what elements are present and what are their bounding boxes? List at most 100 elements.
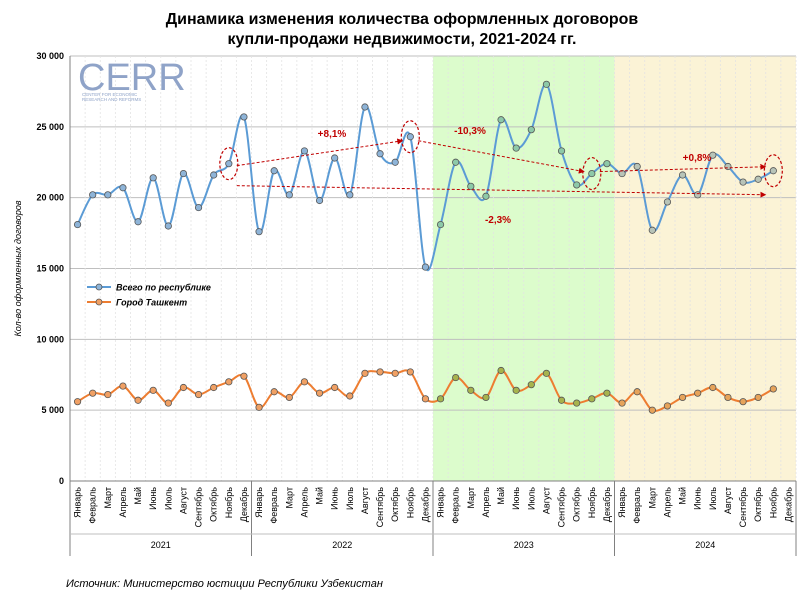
x-tick-label-month: Ноябрь	[405, 487, 415, 519]
x-tick-label-month: Август	[360, 487, 370, 514]
x-tick-label-month: Апрель	[299, 487, 309, 518]
data-point	[255, 403, 263, 411]
chart-title-line1: Динамика изменения количества оформленны…	[165, 11, 639, 28]
legend-label: Город Ташкент	[116, 298, 187, 308]
annotation-label: +0,8%	[683, 153, 712, 164]
x-tick-label-year: 2023	[514, 540, 534, 550]
x-tick-label-month: Октябрь	[209, 487, 219, 522]
x-tick-label-month: Январь	[73, 487, 83, 518]
x-tick-label-month: Май	[678, 487, 688, 505]
y-tick-label: 15 000	[36, 264, 64, 274]
x-tick-label-month: Февраль	[632, 487, 642, 524]
x-tick-label-month: Август	[541, 487, 551, 514]
data-point	[194, 390, 203, 399]
data-point	[119, 184, 127, 192]
data-point	[285, 393, 293, 402]
chart-title-line2: купли-продажи недвижимости, 2021-2024 гг…	[227, 31, 577, 48]
data-point	[270, 388, 278, 396]
x-tick-label-month: Март	[647, 487, 657, 509]
data-point	[104, 191, 112, 199]
data-point	[588, 169, 596, 178]
data-point	[346, 191, 354, 199]
data-point	[73, 398, 82, 406]
data-point	[754, 175, 762, 183]
data-point	[361, 103, 369, 111]
data-point	[724, 393, 732, 402]
x-tick-label-month: Февраль	[451, 487, 461, 524]
data-point	[149, 174, 157, 182]
data-point	[512, 144, 520, 152]
annotation-arrow	[599, 163, 767, 173]
data-point	[542, 80, 551, 88]
x-tick-label-month: Октябрь	[572, 487, 582, 522]
highlight-ellipse	[400, 120, 420, 154]
data-point	[467, 386, 475, 394]
data-point	[648, 226, 656, 234]
data-point	[678, 393, 687, 402]
data-point	[678, 171, 687, 179]
data-point	[557, 147, 566, 155]
data-point	[134, 396, 142, 404]
data-point	[255, 228, 263, 236]
x-tick-label-month: Июнь	[511, 487, 521, 510]
chart-title: Динамика изменения количества оформленны…	[0, 10, 804, 50]
data-point	[739, 398, 747, 406]
x-tick-label-month: Сентябрь	[375, 487, 385, 528]
annotations: +8,1% -10,3% -2,3% +0,8%	[219, 120, 783, 226]
data-point	[467, 182, 475, 190]
y-axis-title-group: Кол-во оформленных договоров	[13, 200, 23, 336]
x-tick-label-month: Март	[284, 487, 294, 509]
data-point	[391, 158, 399, 166]
data-point	[497, 116, 505, 124]
x-tick-label-month: Ноябрь	[224, 487, 234, 519]
data-point	[754, 393, 762, 402]
highlight-ellipse	[763, 154, 783, 188]
x-tick-label-month: Май	[133, 487, 143, 505]
data-point	[194, 203, 203, 212]
x-tick-label-month: Июль	[708, 487, 718, 510]
data-point	[573, 181, 581, 189]
data-point	[104, 390, 112, 399]
x-tick-label-month: Сентябрь	[194, 487, 204, 528]
source-note: Источник: Министерство юстиции Республик…	[66, 578, 383, 590]
annotation-arrow	[418, 140, 585, 174]
x-tick-label-month: Февраль	[88, 487, 98, 524]
data-point	[376, 368, 384, 376]
x-tick-label-month: Октябрь	[753, 487, 763, 522]
data-point	[179, 383, 188, 392]
highlight-ellipse	[219, 147, 239, 181]
data-point	[588, 395, 596, 403]
x-tick-label-month: Сентябрь	[557, 487, 567, 528]
data-point	[300, 147, 309, 155]
data-point	[149, 386, 157, 394]
data-point	[452, 158, 460, 166]
legend-swatch-marker	[95, 298, 103, 306]
data-point	[497, 366, 505, 375]
data-point	[240, 113, 248, 121]
data-point	[421, 395, 430, 403]
data-point	[210, 171, 218, 179]
data-point	[436, 395, 445, 403]
x-tick-label-month: Апрель	[118, 487, 128, 518]
x-tick-label-month: Май	[315, 487, 325, 505]
y-tick-label: 0	[59, 476, 64, 486]
logo-text: CERR	[78, 57, 186, 99]
data-point	[225, 160, 233, 168]
x-tick-label-month: Январь	[254, 487, 264, 518]
x-tick-label-month: Июль	[163, 487, 173, 510]
x-tick-label-month: Ноябрь	[768, 487, 778, 519]
data-point	[406, 368, 414, 376]
series-lines	[73, 80, 777, 414]
y-axis-title: Кол-во оформленных договоров	[13, 200, 23, 336]
logo-subtext: CENTER FOR ECONOMIC	[82, 92, 138, 97]
data-point	[573, 399, 581, 407]
data-point	[361, 369, 369, 377]
data-point	[240, 372, 248, 380]
data-point	[512, 386, 520, 394]
data-point	[391, 369, 399, 377]
data-point	[89, 191, 97, 199]
data-point	[119, 382, 127, 390]
data-point	[663, 198, 672, 206]
